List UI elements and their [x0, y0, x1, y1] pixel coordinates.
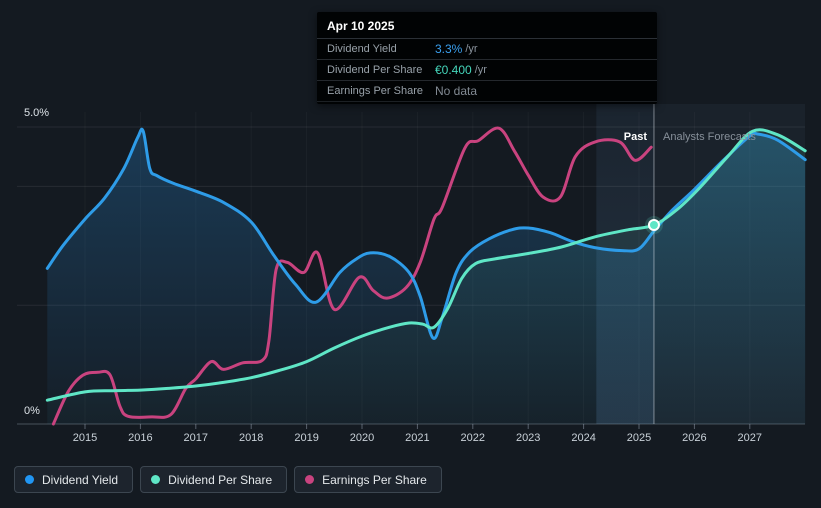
tooltip-unit: /yr [474, 64, 487, 76]
tooltip-row-earnings-per-share: Earnings Per Share No data [317, 81, 657, 102]
legend-label: Earnings Per Share [322, 472, 427, 487]
x-tick-label-2016: 2016 [128, 432, 153, 444]
x-tick-label-2020: 2020 [349, 432, 375, 444]
y-axis-top-label: 5.0% [24, 107, 50, 119]
x-tick-label-2026: 2026 [682, 432, 707, 444]
legend-label: Dividend Per Share [168, 472, 273, 487]
x-tick-label-2018: 2018 [238, 432, 264, 444]
x-tick-label-2024: 2024 [571, 432, 596, 444]
legend-item-earnings-per-share[interactable]: Earnings Per Share [294, 466, 442, 493]
tooltip-label: Dividend Per Share [327, 64, 423, 76]
hover-tooltip: Apr 10 2025 Dividend Yield 3.3% /yr Divi… [317, 12, 657, 104]
tooltip-value: No data [435, 84, 478, 98]
tooltip-row-dividend-yield: Dividend Yield 3.3% /yr [317, 39, 657, 60]
tooltip-value: €0.400 [435, 63, 472, 77]
x-tick-label-2019: 2019 [294, 432, 319, 444]
dividend-yield-dot-icon [25, 475, 34, 484]
tooltip-label: Earnings Per Share [327, 85, 423, 97]
dividend-per-share-area [47, 129, 806, 424]
tooltip-date: Apr 10 2025 [317, 14, 657, 39]
tooltip-row-dividend-per-share: Dividend Per Share €0.400 /yr [317, 60, 657, 81]
dividend-per-share-dot-icon [151, 475, 161, 484]
past-region-label: Past [623, 131, 647, 143]
dividend-per-share-line [45, 128, 807, 402]
legend-item-dividend-yield[interactable]: Dividend Yield [14, 466, 134, 493]
x-tick-label-2023: 2023 [515, 432, 541, 444]
tooltip-value: 3.3% [435, 42, 463, 56]
earnings-per-share-dot-icon [305, 475, 315, 484]
legend-label: Dividend Yield [42, 472, 119, 487]
tooltip-unit: /yr [465, 43, 478, 55]
x-axis-tick-labels: 2015 2016 2017 2018 2019 2020 2021 2022 2023 2024… [0, 432, 821, 448]
x-tick-label-2015: 2015 [72, 432, 98, 444]
chart-legend: Dividend Yield Dividend Per Share Earnin… [14, 466, 442, 493]
legend-item-dividend-per-share[interactable]: Dividend Per Share [140, 466, 288, 493]
chart-plot-area[interactable] [0, 0, 821, 455]
x-tick-label-2017: 2017 [183, 432, 209, 444]
x-tick-label-2021: 2021 [405, 432, 430, 444]
x-tick-label-2022: 2022 [460, 432, 486, 444]
tooltip-label: Dividend Yield [327, 43, 397, 55]
hover-marker-dot[interactable] [649, 221, 658, 230]
y-axis-bottom-label: 0% [24, 405, 40, 417]
analysts-forecasts-label: Analysts Forecasts [663, 131, 756, 143]
x-tick-label-2025: 2025 [626, 432, 652, 444]
x-tick-label-2027: 2027 [737, 432, 763, 444]
earnings-per-share-line [51, 126, 653, 426]
